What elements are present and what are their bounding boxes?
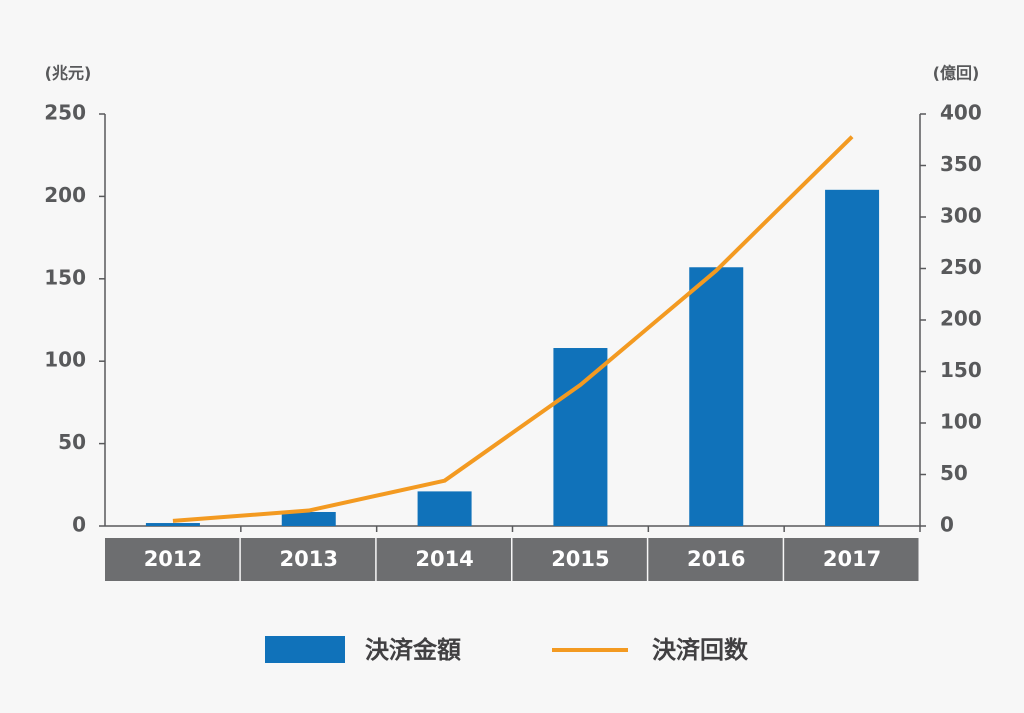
y2-tick-label: 250 (940, 255, 982, 279)
y2-tick-label: 200 (940, 307, 982, 331)
y2-tick-label: 300 (940, 204, 982, 228)
category-box (240, 538, 376, 581)
y-tick-label: 100 (44, 348, 86, 372)
y2-tick-label: 400 (940, 101, 982, 125)
x-tick-label: 2016 (687, 547, 745, 571)
y2-axis-label: (億回) (933, 64, 980, 83)
category-box (784, 538, 919, 581)
category-box (376, 538, 511, 581)
x-tick-label: 2013 (280, 547, 338, 571)
category-box (648, 538, 783, 581)
bar (553, 348, 608, 526)
legend-label: 決済金額 (365, 636, 461, 664)
bar (825, 189, 880, 527)
x-tick-label: 2015 (551, 547, 609, 571)
y-tick-label: 150 (44, 265, 86, 289)
bar (417, 491, 472, 526)
y2-tick-label: 50 (940, 461, 968, 485)
bar (281, 511, 336, 526)
y-tick-label: 50 (58, 430, 86, 454)
bar (689, 267, 744, 526)
legend-swatch (265, 636, 345, 663)
line (172, 135, 854, 523)
x-tick-label: 2017 (823, 547, 881, 571)
x-tick-label: 2012 (144, 547, 202, 571)
bar (145, 523, 200, 526)
y-tick-label: 200 (44, 183, 86, 207)
category-box (512, 538, 647, 581)
legend-label: 決済回数 (652, 636, 749, 664)
y2-tick-label: 150 (940, 358, 982, 382)
y-tick-label: 250 (44, 101, 86, 125)
category-box (105, 538, 240, 581)
y-tick-label: 0 (72, 513, 86, 537)
x-tick-label: 2014 (415, 547, 473, 571)
y2-tick-label: 100 (940, 410, 982, 434)
y2-tick-label: 0 (940, 513, 954, 537)
y-axis-label: (兆元) (45, 64, 92, 83)
y2-tick-label: 350 (940, 152, 982, 176)
